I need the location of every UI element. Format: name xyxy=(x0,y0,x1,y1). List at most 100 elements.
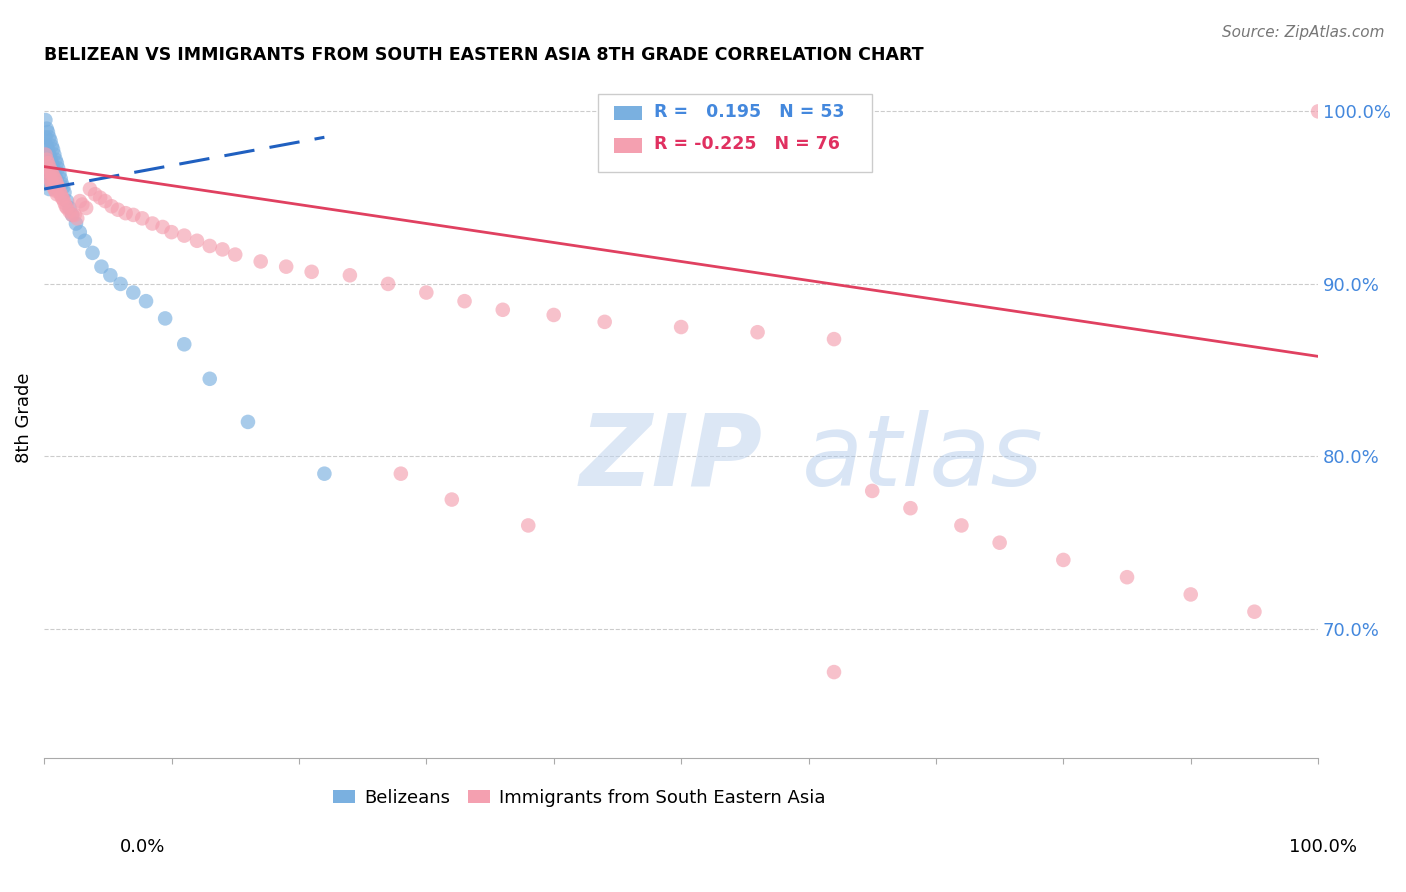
Point xyxy=(49,171,72,186)
Point xyxy=(39,134,62,148)
Point xyxy=(45,173,67,187)
Point xyxy=(492,302,515,317)
Point xyxy=(42,160,65,174)
Point xyxy=(34,165,56,179)
Point xyxy=(41,139,63,153)
Point xyxy=(58,201,80,215)
Point xyxy=(389,467,412,481)
Point xyxy=(82,245,104,260)
Point xyxy=(823,665,845,679)
Text: 0.0%: 0.0% xyxy=(120,838,165,855)
Point xyxy=(747,325,769,339)
Point xyxy=(73,234,96,248)
Point xyxy=(152,219,174,234)
Point xyxy=(39,151,62,165)
Point xyxy=(34,147,56,161)
Point xyxy=(1180,587,1202,601)
Point xyxy=(48,167,70,181)
Point xyxy=(415,285,437,300)
Point xyxy=(69,194,91,208)
Point xyxy=(35,153,58,167)
Point xyxy=(44,182,66,196)
Point xyxy=(593,315,616,329)
Text: atlas: atlas xyxy=(803,410,1043,507)
Point xyxy=(173,228,195,243)
Point xyxy=(131,211,153,226)
Point xyxy=(35,121,58,136)
Point xyxy=(37,160,59,174)
Point xyxy=(39,173,62,187)
Point xyxy=(60,208,83,222)
Point xyxy=(377,277,399,291)
Point xyxy=(198,372,221,386)
Point xyxy=(107,202,129,217)
Legend: Belizeans, Immigrants from South Eastern Asia: Belizeans, Immigrants from South Eastern… xyxy=(326,781,832,814)
Point xyxy=(141,217,163,231)
Point xyxy=(44,171,66,186)
Text: R = -0.225   N = 76: R = -0.225 N = 76 xyxy=(654,135,841,153)
Point xyxy=(44,165,66,179)
Text: BELIZEAN VS IMMIGRANTS FROM SOUTH EASTERN ASIA 8TH GRADE CORRELATION CHART: BELIZEAN VS IMMIGRANTS FROM SOUTH EASTER… xyxy=(44,46,924,64)
Point xyxy=(45,173,67,187)
Text: ZIP: ZIP xyxy=(579,410,762,507)
Point xyxy=(44,147,66,161)
Point xyxy=(153,311,176,326)
Point xyxy=(1243,605,1265,619)
Point xyxy=(45,187,67,202)
Point xyxy=(48,184,70,198)
Point xyxy=(56,201,79,215)
Point xyxy=(38,165,60,179)
Point xyxy=(42,177,65,191)
Point xyxy=(46,180,69,194)
Point xyxy=(56,194,79,208)
Point xyxy=(52,180,75,194)
Point xyxy=(38,130,60,145)
Point xyxy=(90,260,112,274)
Point xyxy=(94,194,117,208)
Point xyxy=(41,177,63,191)
Point xyxy=(38,169,60,184)
Point xyxy=(301,265,323,279)
Point xyxy=(66,211,89,226)
Point xyxy=(58,204,80,219)
Point xyxy=(52,193,75,207)
Point xyxy=(440,492,463,507)
Point xyxy=(46,161,69,176)
Point xyxy=(63,208,86,222)
Point xyxy=(543,308,565,322)
Point xyxy=(49,187,72,202)
Point xyxy=(89,191,111,205)
Point xyxy=(41,173,63,187)
Point xyxy=(72,197,94,211)
Point xyxy=(45,184,67,198)
Point xyxy=(60,208,83,222)
Point xyxy=(51,177,73,191)
Point xyxy=(35,173,58,187)
FancyBboxPatch shape xyxy=(613,137,641,153)
Point xyxy=(122,285,145,300)
Point xyxy=(79,182,101,196)
Point xyxy=(198,239,221,253)
Point xyxy=(84,187,107,202)
Point xyxy=(669,320,692,334)
Point xyxy=(224,247,246,261)
Text: Source: ZipAtlas.com: Source: ZipAtlas.com xyxy=(1222,25,1385,40)
Point xyxy=(1052,553,1074,567)
Point xyxy=(110,277,132,291)
Point xyxy=(41,156,63,170)
Point xyxy=(114,206,136,220)
Point xyxy=(45,177,67,191)
Point xyxy=(42,142,65,156)
Point xyxy=(37,142,59,156)
Point xyxy=(53,186,76,200)
Point xyxy=(249,254,271,268)
Point xyxy=(1116,570,1139,584)
Point xyxy=(160,225,183,239)
Point xyxy=(860,483,883,498)
Point xyxy=(55,199,77,213)
Point xyxy=(988,535,1011,549)
Point xyxy=(211,243,233,257)
Point xyxy=(135,294,157,309)
Point xyxy=(517,518,540,533)
Point xyxy=(339,268,361,283)
